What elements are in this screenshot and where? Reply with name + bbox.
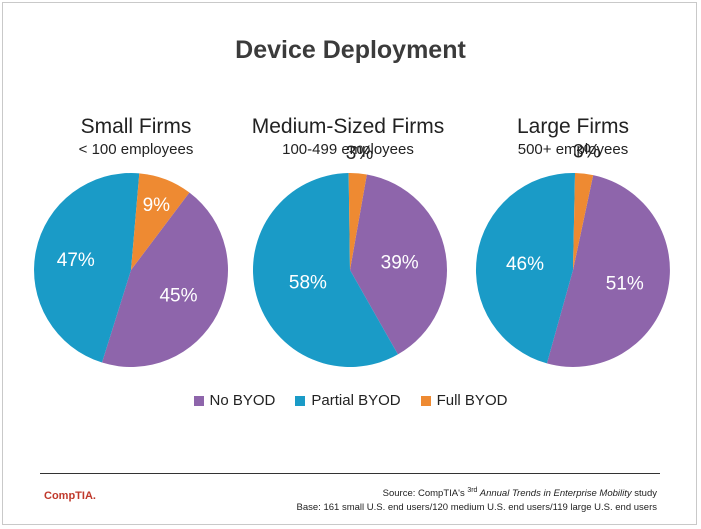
pie-subtitle-small: < 100 employees: [78, 141, 194, 158]
pie-label-large-full-byod: 3%: [573, 142, 601, 163]
pie-subtitle-medium: 100-499 employees: [282, 141, 414, 158]
pie-title-small: Small Firms: [80, 115, 192, 138]
pie-label-medium-full-byod: 3%: [346, 143, 374, 164]
legend-swatch-no-byod: [193, 395, 204, 406]
comptia-logo: CompTIA.: [44, 490, 96, 502]
pie-slice-large-partial-byod: [475, 172, 576, 364]
source-line: Source: CompTIA's 3rd Annual Trends in E…: [382, 487, 657, 500]
legend-label-full-byod: Full BYOD: [436, 392, 508, 409]
pie-slice-medium-partial-byod: [252, 173, 398, 368]
legend-label-partial-byod: Partial BYOD: [311, 392, 401, 409]
pie-slice-small-partial-byod: [34, 173, 140, 363]
legend-swatch-full-byod: [420, 395, 431, 406]
pie-slice-small-full-byod: [131, 173, 190, 270]
pie-slice-small-no-byod: [102, 192, 229, 367]
pie-title-medium: Medium-Sized Firms: [251, 115, 445, 138]
pie-title-large: Large Firms: [516, 115, 630, 138]
legend-item-no-byod: No BYOD: [193, 392, 276, 409]
pie-label-small-partial-byod: 47%: [57, 250, 95, 271]
legend: No BYOD Partial BYOD Full BYOD: [0, 392, 701, 409]
legend-item-partial-byod: Partial BYOD: [295, 392, 401, 409]
pie-slice-medium-full-byod: [348, 173, 367, 270]
source-note: Source: CompTIA's 3rd Annual Trends in E…: [297, 484, 657, 515]
pie-label-small-no-byod: 45%: [159, 285, 197, 306]
pie-label-large-no-byod: 51%: [606, 274, 644, 295]
legend-item-full-byod: Full BYOD: [420, 392, 508, 409]
pie-slice-large-no-byod: [546, 175, 670, 367]
pie-label-large-partial-byod: 46%: [506, 254, 544, 275]
base-line: Base: 161 small U.S. end users/120 mediu…: [296, 502, 657, 514]
pie-slice-medium-no-byod: [350, 174, 448, 355]
pie-slice-large-full-byod: [573, 173, 594, 270]
pie-label-medium-partial-byod: 58%: [289, 272, 327, 293]
legend-label-no-byod: No BYOD: [209, 392, 276, 409]
legend-swatch-partial-byod: [295, 395, 306, 406]
page-title: Device Deployment: [235, 36, 466, 64]
pie-label-medium-no-byod: 39%: [381, 252, 419, 273]
pie-label-small-full-byod: 9%: [143, 195, 171, 216]
footer-rule: [40, 473, 660, 474]
pie-subtitle-large: 500+ employees: [517, 141, 629, 158]
